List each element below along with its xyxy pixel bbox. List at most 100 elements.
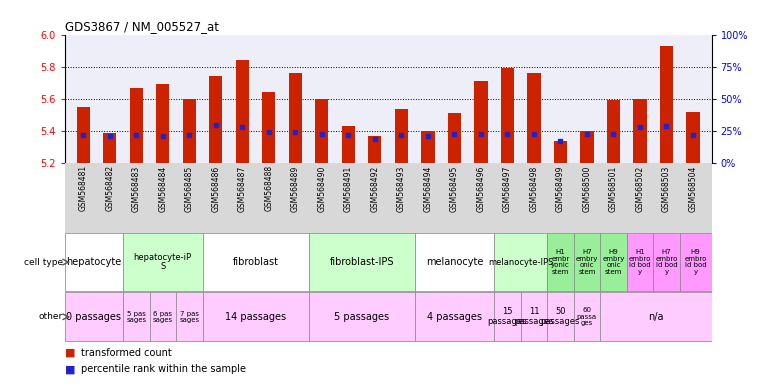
Text: GSM568485: GSM568485 [185,165,194,212]
Bar [395,109,408,163]
Bar [183,99,196,163]
Text: 0 passages: 0 passages [66,312,121,322]
Bar [686,112,699,163]
Bar [156,84,170,163]
Bar [547,292,574,341]
Bar [501,68,514,163]
Text: GSM568487: GSM568487 [237,165,247,212]
Text: GSM568493: GSM568493 [397,165,406,212]
Text: GSM568496: GSM568496 [476,165,486,212]
Text: ■: ■ [65,364,75,374]
Text: 5 passages: 5 passages [334,312,389,322]
Bar [202,292,308,341]
Bar [422,131,435,163]
Text: fibroblast: fibroblast [233,257,279,267]
Text: GSM568500: GSM568500 [582,165,591,212]
Text: fibroblast-IPS: fibroblast-IPS [330,257,394,267]
Text: 4 passages: 4 passages [427,312,482,322]
Text: H9
embry
onic
stem: H9 embry onic stem [602,249,625,275]
Bar [627,233,653,291]
Bar [263,93,275,163]
Bar [527,73,540,163]
Text: 14 passages: 14 passages [225,312,286,322]
Bar [633,99,647,163]
Text: GSM568503: GSM568503 [662,165,671,212]
Text: H1
embro
id bod
y: H1 embro id bod y [629,249,651,275]
Bar [494,233,547,291]
Bar [123,292,149,341]
Text: GSM568486: GSM568486 [212,165,220,212]
Bar [581,131,594,163]
Bar [315,99,329,163]
Text: 15
passages: 15 passages [488,308,527,326]
Text: melanocyte: melanocyte [425,257,483,267]
Bar [65,292,123,341]
Bar [65,233,123,291]
Bar [202,233,308,291]
Text: GSM568497: GSM568497 [503,165,512,212]
Text: GSM568488: GSM568488 [264,165,273,212]
Bar [77,107,90,163]
Text: melanocyte-IPS: melanocyte-IPS [488,258,553,266]
Bar [129,88,143,163]
Text: 5 pas
sages: 5 pas sages [126,311,146,323]
Text: hepatocyte-iP
S: hepatocyte-iP S [134,253,192,271]
Bar [103,132,116,163]
Text: 11
passages: 11 passages [514,308,553,326]
Text: GSM568491: GSM568491 [344,165,353,212]
Text: GSM568504: GSM568504 [689,165,698,212]
Text: ■: ■ [65,348,75,358]
Bar [521,292,547,341]
Text: GSM568499: GSM568499 [556,165,565,212]
Text: GSM568498: GSM568498 [530,165,539,212]
Text: 50
passages: 50 passages [541,308,580,326]
Bar [600,292,712,341]
Text: H7
embry
onic
stem: H7 embry onic stem [576,249,598,275]
Text: GSM568492: GSM568492 [371,165,379,212]
Bar [554,141,567,163]
Text: GSM568483: GSM568483 [132,165,141,212]
Bar [176,292,202,341]
Bar [653,233,680,291]
Bar [342,126,355,163]
Text: GSM568490: GSM568490 [317,165,326,212]
Bar [236,60,249,163]
Text: H9
embro
id bod
y: H9 embro id bod y [684,249,707,275]
Text: cell type: cell type [24,258,63,266]
Text: GDS3867 / NM_005527_at: GDS3867 / NM_005527_at [65,20,218,33]
Text: GSM568484: GSM568484 [158,165,167,212]
Text: GSM568482: GSM568482 [105,165,114,212]
Text: 60
passa
ges: 60 passa ges [577,307,597,326]
Bar [607,101,620,163]
Bar [209,76,222,163]
Bar [600,233,627,291]
Text: GSM568489: GSM568489 [291,165,300,212]
Bar [415,233,494,291]
Text: hepatocyte: hepatocyte [66,257,122,267]
Text: percentile rank within the sample: percentile rank within the sample [81,364,247,374]
Text: n/a: n/a [648,312,664,322]
Bar [574,292,600,341]
Bar [308,233,415,291]
Bar [574,233,600,291]
Bar [123,233,202,291]
Text: GSM568502: GSM568502 [635,165,645,212]
Bar [288,73,302,163]
Bar [149,292,176,341]
Text: transformed count: transformed count [81,348,172,358]
Text: GSM568494: GSM568494 [423,165,432,212]
Bar [308,292,415,341]
Text: GSM568501: GSM568501 [609,165,618,212]
Text: H1
embr
yonic
stem: H1 embr yonic stem [551,249,570,275]
Bar [447,113,461,163]
Bar [368,136,381,163]
Text: H7
embro
id bod
y: H7 embro id bod y [655,249,677,275]
Text: GSM568495: GSM568495 [450,165,459,212]
Bar [660,46,673,163]
Text: GSM568481: GSM568481 [78,165,88,212]
Bar [494,292,521,341]
Bar [474,81,488,163]
Text: 6 pas
sages: 6 pas sages [153,311,173,323]
Bar [680,233,712,291]
Bar [547,233,574,291]
